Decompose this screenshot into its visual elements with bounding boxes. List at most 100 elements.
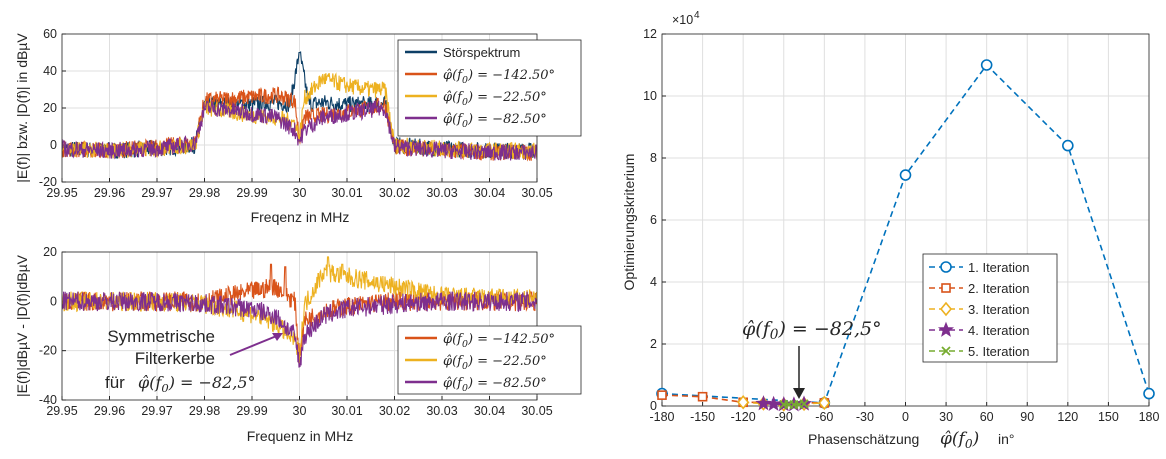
annotation-line2: Filterkerbe: [135, 349, 215, 368]
data-point: [937, 321, 955, 337]
x-tick-label: -30: [856, 410, 874, 424]
x-tick-label: 180: [1139, 410, 1160, 424]
annotation-arrowhead: [272, 333, 283, 341]
y-axis-title: |E(f)| bzw. |D(f)| in dBµV: [14, 33, 30, 183]
legend-label: φ̂(f0) = −82.50°: [443, 376, 547, 394]
legend-label: φ̂(f0) = −142.50°: [443, 332, 555, 350]
x-tick-label: 30: [293, 186, 307, 200]
x-tick-label: 120: [1057, 410, 1078, 424]
data-point: [755, 395, 772, 411]
data-point: [980, 59, 993, 71]
y-tick-label: 0: [50, 294, 57, 308]
x-tick-label: 29.97: [141, 186, 172, 200]
legend: φ̂(f0) = −142.50° φ̂(f0) = −22.50° φ̂(f0) …: [397, 325, 582, 395]
data-point: [1143, 387, 1155, 400]
data-point: [899, 169, 912, 181]
series-line: [62, 99, 537, 161]
legend-label: 4. Iteration: [968, 323, 1029, 338]
x-tick-label: -150: [690, 410, 715, 424]
data-point: [940, 261, 952, 273]
y-tick-label: 0: [650, 399, 657, 413]
x-tick-label: 29.95: [46, 404, 77, 418]
x-tick-label: 29.96: [94, 404, 125, 418]
legend-label: 1. Iteration: [968, 260, 1029, 275]
x-tick-label: 30.03: [426, 186, 457, 200]
annotation-arrow: [229, 334, 280, 356]
x-tick-label: 0: [902, 410, 909, 424]
y-tick-label: 60: [43, 27, 57, 41]
series-line: [62, 291, 537, 368]
x-axis-suffix: in°: [998, 431, 1015, 447]
data-point: [1062, 139, 1074, 152]
legend-label: 2. Iteration: [968, 281, 1029, 296]
annotation-math: φ̂(f0) = −82,5°: [138, 373, 256, 395]
x-tick-label: 150: [1098, 410, 1119, 424]
data-point: [939, 301, 953, 317]
x-tick-label: -120: [731, 410, 756, 424]
x-tick-label: 29.97: [141, 404, 172, 418]
x-tick-label: -60: [815, 410, 833, 424]
x-tick-label: 30.03: [426, 404, 457, 418]
y-tick-label: 10: [643, 89, 657, 103]
x-tick-label: 30.05: [521, 186, 552, 200]
x-tick-label: -180: [649, 410, 674, 424]
data-point: [941, 283, 951, 293]
legend-label: φ̂(f0) = −22.50°: [443, 354, 547, 372]
y-exponent: ×10: [672, 13, 693, 27]
legend-label: φ̂(f0) = −82.50°: [443, 112, 547, 130]
y-tick-label: -20: [39, 175, 57, 189]
y-tick-label: 0: [50, 138, 57, 152]
x-axis-title: Freqenz in MHz: [251, 209, 350, 225]
x-axis-title: Phasenschätzung: [808, 431, 919, 447]
x-tick-label: 29.96: [94, 186, 125, 200]
x-axis-title: Frequenz in MHz: [247, 428, 354, 444]
data-point: [697, 391, 708, 402]
y-exponent-power: 4: [694, 10, 700, 21]
data-point: [941, 346, 951, 356]
annotation-arrowhead: [793, 388, 805, 399]
chart-panel-bottom-left: 29.95 29.96 29.97 29.98 29.99 30 30.01 30.02 30.…: [14, 245, 582, 444]
annotation-prefix: für: [105, 373, 125, 392]
x-tick-label: 90: [1020, 410, 1034, 424]
data-point: [737, 395, 750, 410]
legend-label: φ̂(f0) = −22.50°: [443, 90, 547, 108]
y-axis-title: Optimierungskriterium: [621, 154, 637, 291]
y-axis-title: |E(f)|dBµV - |D(f)|dBµV: [14, 254, 30, 397]
y-tick-label: 4: [650, 275, 657, 289]
data-point: [657, 390, 667, 400]
chart-panel-top-left: 29.95 29.96 29.97 29.98 29.99 30 30.01 30.02 30.…: [14, 27, 582, 225]
data-point: [799, 399, 809, 409]
y-tick-label: -20: [39, 344, 57, 358]
x-tick-label: 30.02: [379, 404, 410, 418]
y-tick-label: 20: [43, 101, 57, 115]
x-tick-label: 29.98: [189, 404, 220, 418]
series: [779, 399, 809, 410]
data-point: [818, 395, 831, 411]
x-tick-label: 30.04: [474, 186, 505, 200]
x-tick-label: 30.01: [331, 404, 362, 418]
plot-frame: [661, 33, 1150, 407]
annotation-line1: Symmetrische: [107, 327, 215, 346]
y-tick-label: 2: [650, 337, 657, 351]
x-tick-label: 30: [939, 410, 953, 424]
chart-panel-right: -180 -150 -120 -90 -60 -30 0 30 60 90 120 150 180 0 2 4…: [621, 10, 1159, 451]
x-tick-label: 30.01: [331, 186, 362, 200]
y-tick-label: 6: [650, 213, 657, 227]
y-tick-label: 12: [643, 27, 657, 41]
legend-box: [397, 39, 582, 137]
y-tick-label: -40: [39, 393, 57, 407]
x-tick-label: 29.99: [236, 186, 267, 200]
legend: Störspektrum φ̂(f0) = −142.50° φ̂(f0) = −2…: [397, 39, 582, 137]
y-tick-label: 8: [650, 151, 657, 165]
legend: 1. Iteration 2. Iteration 3. Iteration 4. I…: [922, 253, 1058, 363]
x-axis-math: φ̂(f0): [940, 429, 979, 451]
legend-label: φ̂(f0) = −142.50°: [443, 68, 555, 86]
x-tick-label: 60: [980, 410, 994, 424]
legend-label: 3. Iteration: [968, 302, 1029, 317]
x-tick-label: -90: [775, 410, 793, 424]
legend-label: Störspektrum: [443, 45, 520, 60]
annotation-math: φ̂(f0) = −82,5°: [742, 318, 882, 343]
x-tick-label: 30.05: [521, 404, 552, 418]
x-tick-label: 29.95: [46, 186, 77, 200]
